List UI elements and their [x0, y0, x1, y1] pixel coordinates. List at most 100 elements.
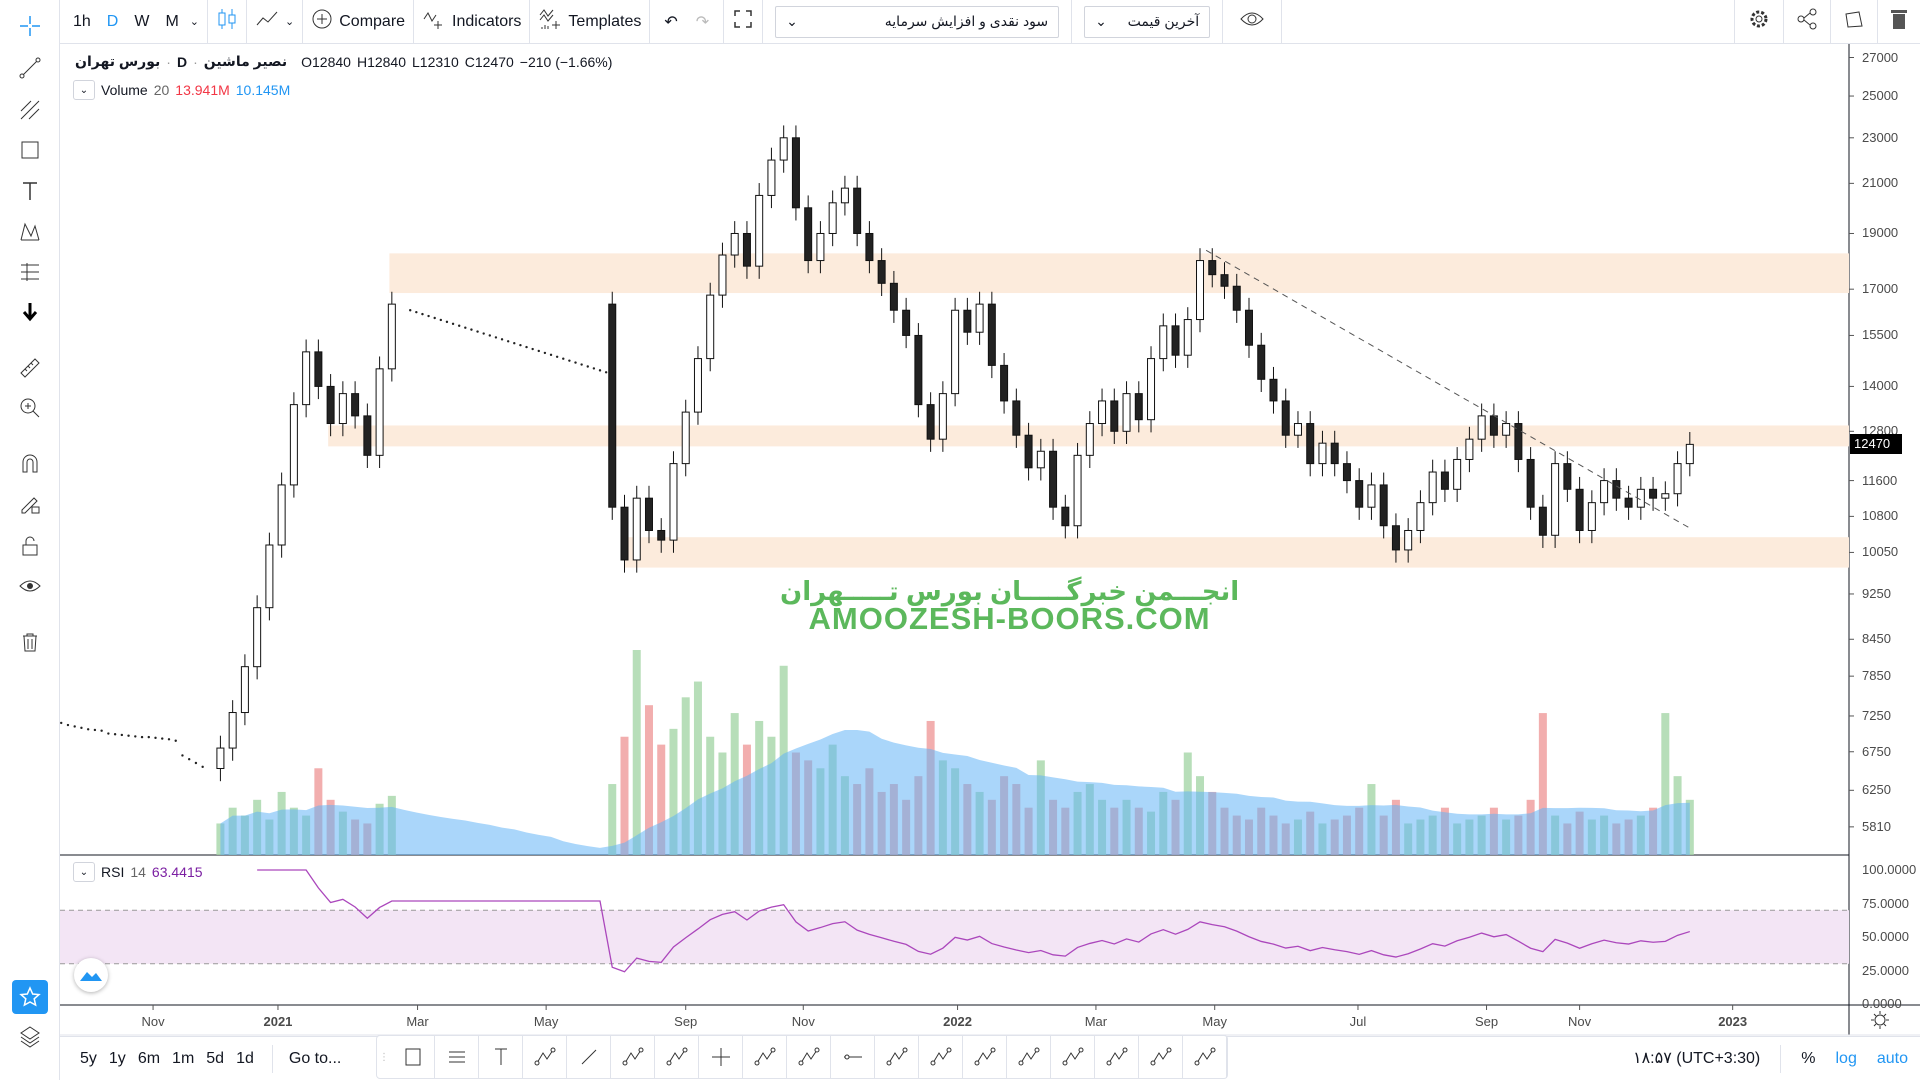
range-1y[interactable]: 1y: [108, 1049, 126, 1067]
text-icon[interactable]: [14, 175, 46, 207]
interval-w[interactable]: W: [134, 12, 150, 30]
redo-icon[interactable]: ↷: [695, 13, 710, 31]
interval-d[interactable]: D: [106, 12, 119, 30]
range-1d[interactable]: 1d: [236, 1049, 254, 1067]
goto-button[interactable]: Go to...: [271, 1044, 347, 1073]
fib-icon[interactable]: [14, 256, 46, 288]
snapshot-icon: [1843, 8, 1865, 35]
indicators-button[interactable]: Indicators: [414, 0, 531, 44]
rectangle-icon[interactable]: [14, 134, 46, 166]
symbol-name[interactable]: نصیر ماشین: [203, 53, 288, 69]
share-button[interactable]: [1784, 0, 1831, 44]
candle-body: [1183, 319, 1192, 356]
candle-body: [706, 294, 715, 360]
candle: [1465, 426, 1474, 473]
line-chart-icon[interactable]: [255, 9, 279, 34]
date-range-tool-icon[interactable]: [1051, 1036, 1095, 1078]
parallel-channel-tool-icon[interactable]: [743, 1036, 787, 1078]
parallel-lines-tool-icon[interactable]: [435, 1036, 479, 1078]
range-1m[interactable]: 1m: [172, 1049, 195, 1067]
collapse-volume-button[interactable]: ⌄: [73, 80, 95, 100]
range-6m[interactable]: 6m: [137, 1049, 161, 1067]
candle: [1257, 332, 1266, 392]
symbol-legend: بورس تهران · D · نصیر ماشین O12840 H1284…: [75, 53, 612, 70]
interval-m[interactable]: M: [165, 12, 179, 30]
eye-icon[interactable]: [14, 570, 46, 602]
layers-icon[interactable]: [14, 1020, 46, 1052]
rectangle-tool-icon[interactable]: [391, 1036, 435, 1078]
magnet-icon[interactable]: [14, 448, 46, 480]
arrow-tool-icon[interactable]: [787, 1036, 831, 1078]
auto-toggle[interactable]: auto: [1876, 1049, 1908, 1067]
trash-icon[interactable]: [14, 626, 46, 658]
lock-icon[interactable]: [14, 530, 46, 562]
fullscreen-button[interactable]: [724, 0, 764, 44]
curve-tool-icon[interactable]: [1095, 1036, 1139, 1078]
candle: [1220, 262, 1229, 299]
logo-badge[interactable]: [74, 958, 108, 992]
price-tick: 27000: [1862, 49, 1899, 65]
candle-body: [1330, 442, 1339, 465]
arrow-down-icon[interactable]: [14, 296, 46, 328]
price-dot: [562, 357, 565, 360]
candle-body: [779, 137, 788, 161]
lock-drawings-icon[interactable]: [14, 488, 46, 520]
text-tool-icon[interactable]: [479, 1036, 523, 1078]
candle: [1269, 366, 1278, 414]
price-dot: [482, 332, 485, 335]
price-tick: 6750: [1862, 743, 1891, 759]
candle: [1110, 388, 1119, 444]
templates-button[interactable]: Templates: [530, 0, 651, 44]
pattern-tool-icon[interactable]: [1139, 1036, 1183, 1078]
candle-body: [1036, 450, 1045, 469]
range-5y[interactable]: 5y: [80, 1049, 97, 1067]
log-toggle[interactable]: log: [1835, 1049, 1857, 1067]
zoom-in-icon[interactable]: [14, 392, 46, 424]
price-dot: [500, 338, 504, 341]
pattern-icon[interactable]: [14, 216, 46, 248]
price-tick: 5810: [1862, 818, 1891, 834]
price-source-select[interactable]: ⌄ آخرین قیمت: [1084, 5, 1211, 38]
watchlist-star-icon[interactable]: [12, 980, 48, 1014]
cross-line-tool-icon[interactable]: [699, 1036, 743, 1078]
candle: [1587, 490, 1596, 544]
drag-handle-icon[interactable]: ⋮: [379, 1051, 389, 1063]
percent-toggle[interactable]: %: [1801, 1049, 1816, 1067]
chevron-down-icon[interactable]: ⌄: [285, 16, 295, 28]
ruler-icon[interactable]: [14, 352, 46, 384]
crosshair-icon[interactable]: [14, 10, 46, 42]
trend-line-icon[interactable]: [14, 52, 46, 84]
candle: [1122, 381, 1131, 444]
candle-body: [1122, 393, 1131, 432]
line-tool-icon[interactable]: [567, 1036, 611, 1078]
rsi-tick: 100.0000: [1862, 862, 1917, 877]
callout-tool-icon[interactable]: [611, 1036, 655, 1078]
axis-settings-icon[interactable]: [1870, 1010, 1890, 1035]
candles-icon[interactable]: [216, 7, 238, 36]
compare-button[interactable]: Compare: [303, 0, 415, 44]
collapse-rsi-button[interactable]: ⌄: [73, 862, 95, 882]
settings-button[interactable]: [1734, 0, 1784, 44]
wave-ac-tool-icon[interactable]: [963, 1036, 1007, 1078]
horizontal-ray-tool-icon[interactable]: [655, 1036, 699, 1078]
interval-1h[interactable]: 1h: [73, 12, 91, 30]
adjustment-select[interactable]: ⌄ سود نقدی و افزایش سرمایه: [775, 5, 1060, 38]
candle-body: [228, 712, 237, 749]
horizontal-line-tool-icon[interactable]: [831, 1036, 875, 1078]
remove-button[interactable]: [1878, 0, 1920, 44]
visibility-button[interactable]: [1223, 0, 1283, 44]
undo-icon[interactable]: ↶: [664, 13, 678, 31]
snapshot-button[interactable]: [1831, 0, 1878, 44]
clock[interactable]: ۱۸:۵۷ (UTC+3:30): [1633, 1044, 1782, 1073]
price-dot: [488, 334, 491, 337]
wave-15-tool-icon[interactable]: [919, 1036, 963, 1078]
price-range-tool-icon[interactable]: [875, 1036, 919, 1078]
range-5d[interactable]: 5d: [206, 1049, 225, 1067]
pitchfork-icon[interactable]: [14, 94, 46, 126]
wave-ae-tool-icon[interactable]: [1007, 1036, 1051, 1078]
chevron-down-icon[interactable]: ⌄: [189, 16, 200, 28]
candle: [767, 147, 776, 209]
fib-fan-tool-icon[interactable]: [523, 1036, 567, 1078]
vertical-measure-tool-icon[interactable]: [1183, 1036, 1227, 1078]
